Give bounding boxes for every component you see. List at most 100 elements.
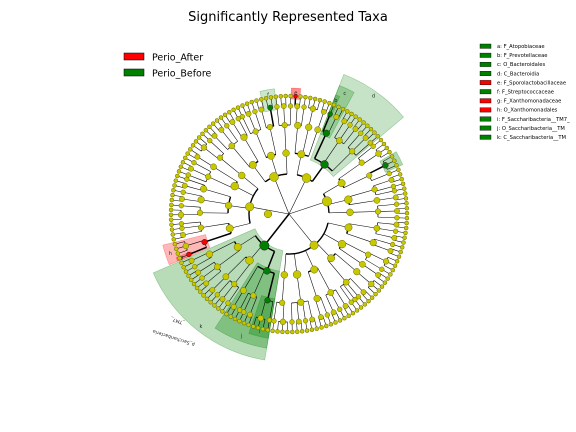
tree-edge (346, 233, 374, 243)
tree-node (169, 222, 174, 227)
tree-edge (362, 153, 379, 165)
clade-letter-k: k (200, 324, 203, 330)
tree-edge (243, 137, 259, 162)
tree-node (200, 144, 208, 151)
tree-node (346, 313, 351, 319)
tree-node (292, 270, 302, 279)
tree-node (289, 319, 295, 325)
tree-node (254, 98, 259, 103)
tree-node (336, 104, 341, 110)
key-swatch-c (479, 62, 492, 67)
tree-node (203, 280, 210, 287)
tree-edge (335, 253, 357, 272)
tree-node (288, 93, 293, 99)
tree-node (403, 230, 408, 236)
tree-node (174, 246, 179, 252)
tree-node (175, 251, 181, 256)
tree-node (228, 142, 236, 150)
tree-node (392, 228, 399, 234)
tree-edge (358, 146, 374, 159)
tree-node (179, 225, 185, 231)
tree-node (362, 134, 369, 141)
tree-edge (253, 269, 265, 296)
tree-node (283, 93, 288, 99)
tree-node (222, 273, 230, 281)
tree-node (323, 323, 329, 329)
tree-node (352, 296, 358, 303)
tree-edge (222, 283, 235, 300)
tree-node (220, 309, 225, 314)
tree-edge (260, 299, 266, 319)
tree-node (347, 122, 353, 128)
clade-letter-e: e (294, 91, 297, 97)
tree-node (379, 266, 385, 272)
tree-node (373, 224, 381, 232)
tree-node (403, 196, 409, 201)
tree-edge (232, 121, 243, 139)
tree-node (403, 225, 409, 231)
tree-node (197, 196, 205, 204)
tree-node (182, 155, 188, 161)
tree-node (293, 93, 298, 99)
tree-node (178, 221, 185, 227)
tree-node (180, 232, 186, 238)
tree-node (402, 235, 407, 240)
tree-node (337, 239, 347, 249)
tree-edge (291, 302, 293, 322)
tree-node (207, 137, 213, 144)
tree-edge (248, 113, 256, 132)
tree-edge (368, 252, 387, 262)
tree-node (297, 298, 305, 306)
tree-node (290, 329, 295, 335)
tree-node (224, 123, 230, 129)
tree-edge (301, 107, 305, 126)
tree-node (367, 140, 373, 146)
tree-node (245, 256, 254, 265)
tree-node (404, 215, 410, 221)
tree-node (185, 172, 191, 178)
tree-node (177, 255, 182, 261)
tree-node (200, 131, 205, 137)
tree-node (309, 327, 315, 333)
tree-edge (340, 286, 352, 303)
tree-node (186, 251, 192, 258)
tree-edge (308, 129, 318, 157)
tree-node (401, 186, 407, 191)
tree-node (250, 292, 257, 299)
tree-node (169, 202, 174, 208)
tree-node (366, 172, 373, 179)
tree-edge (343, 128, 356, 145)
tree-edge (225, 256, 246, 277)
tree-edge (374, 186, 394, 192)
root-node (263, 209, 273, 219)
tree-node (170, 232, 176, 237)
tree-edge (327, 116, 337, 135)
tree-node (378, 137, 384, 143)
tree-edge (214, 135, 228, 150)
tree-edge (288, 177, 307, 215)
tree-node (240, 133, 248, 141)
tree-node (309, 105, 317, 112)
tree-node (214, 118, 220, 123)
legend-label-perio-before: Perio_Before (152, 69, 212, 80)
tree-edge (181, 225, 201, 229)
tree-node (168, 212, 174, 218)
tree-edge (307, 300, 313, 320)
clade-letter-c: c (343, 91, 346, 97)
tree-node (231, 281, 238, 288)
tree-edge (307, 271, 318, 299)
tree-node (274, 104, 280, 110)
tree-node (237, 318, 242, 324)
legend-swatch-perio-after (123, 52, 145, 61)
tree-edge (201, 199, 229, 205)
tree-edge (320, 297, 328, 316)
tree-node (206, 250, 214, 258)
tree-edge (282, 302, 285, 322)
tree-node (172, 183, 177, 188)
tree-node (231, 107, 236, 113)
tree-node (257, 315, 264, 322)
tree-node (168, 217, 174, 223)
tree-node (181, 182, 188, 189)
tree-edge (347, 133, 361, 148)
tree-node (178, 203, 184, 209)
